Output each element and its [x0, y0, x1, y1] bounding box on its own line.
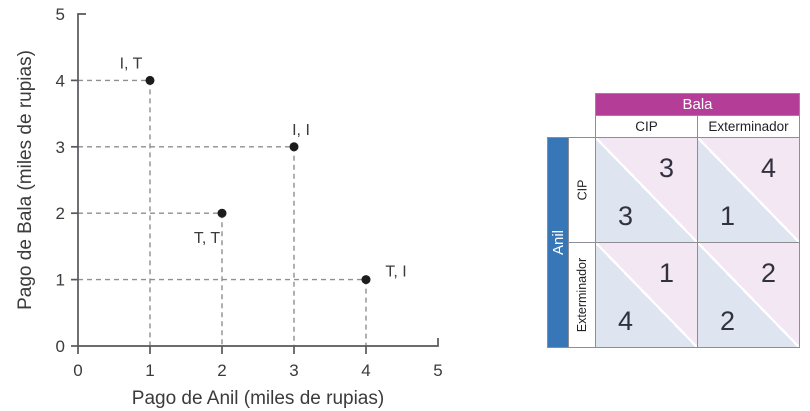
- data-point: [361, 275, 371, 285]
- scatter-chart: 0 1 2 3 4 5 0 1 2 3 4 5 I, T I, I T, T T, I Pago de Anil…: [15, 5, 443, 409]
- data-point-label: T, T: [194, 230, 221, 247]
- y-tick-label: 3: [56, 138, 65, 157]
- y-tick-label: 4: [56, 71, 65, 90]
- y-tick-label: 1: [56, 271, 65, 290]
- row-player-label: Anil: [549, 229, 567, 256]
- payoff-cell-cip-cip: 3 3: [595, 137, 698, 243]
- anil-payoff: 2: [720, 306, 736, 336]
- scatter-chart-svg: 0 1 2 3 4 5 0 1 2 3 4 5 I, T I, I T, T T, I Pago de Anil…: [15, 5, 443, 409]
- bala-payoff: 3: [658, 153, 674, 183]
- column-strategy-exterminador: Exterminador: [697, 115, 800, 138]
- bala-payoff: 4: [760, 153, 776, 183]
- y-axis-title: Pago de Bala (miles de rupias): [15, 50, 36, 310]
- data-point-label: T, I: [385, 264, 406, 281]
- x-tick-label: 2: [217, 361, 226, 380]
- data-point-label: I, I: [292, 122, 310, 139]
- x-axis: [78, 338, 439, 347]
- data-point-label: I, T: [120, 55, 143, 72]
- row-strategy-cip-label: CIP: [575, 179, 589, 201]
- row-strategy-exterminador-label: Exterminador: [575, 257, 589, 333]
- bala-payoff: 1: [658, 258, 674, 288]
- y-tick-label: 2: [56, 204, 65, 223]
- x-tick-label: 1: [145, 361, 154, 380]
- y-tick-label: 5: [56, 5, 65, 24]
- column-player-label: Bala: [682, 96, 713, 113]
- data-point: [145, 75, 155, 85]
- payoff-cell-cip-exterminador: 4 1: [697, 137, 800, 243]
- anil-payoff: 4: [618, 306, 634, 336]
- row-player-header: Anil: [547, 137, 569, 348]
- row-strategy-exterminador: Exterminador: [568, 242, 596, 348]
- x-tick-label: 3: [289, 361, 298, 380]
- column-strategy-cip-label: CIP: [635, 119, 658, 134]
- payoff-cell-exterminador-exterminador: 2 2: [697, 242, 800, 348]
- x-axis-title: Pago de Anil (miles de rupias): [132, 388, 384, 409]
- bala-payoff: 2: [760, 258, 776, 288]
- y-tick-label: 0: [56, 337, 65, 356]
- data-point: [217, 208, 227, 218]
- guide-lines: [78, 146, 295, 346]
- column-player-header: Bala: [595, 93, 800, 116]
- y-axis: [77, 13, 86, 346]
- anil-payoff: 3: [618, 201, 634, 231]
- anil-payoff: 1: [720, 201, 736, 231]
- payoff-cell-exterminador-cip: 1 4: [595, 242, 698, 348]
- x-tick-label: 0: [73, 361, 82, 380]
- payoff-matrix: Bala CIP Exterminador Anil CIP Extermina…: [547, 93, 801, 348]
- x-tick-label: 4: [361, 361, 370, 380]
- row-strategy-cip: CIP: [568, 137, 596, 243]
- data-point: [289, 142, 299, 152]
- column-strategy-cip: CIP: [595, 115, 698, 138]
- column-strategy-exterminador-label: Exterminador: [708, 119, 789, 134]
- x-tick-label: 5: [433, 361, 442, 380]
